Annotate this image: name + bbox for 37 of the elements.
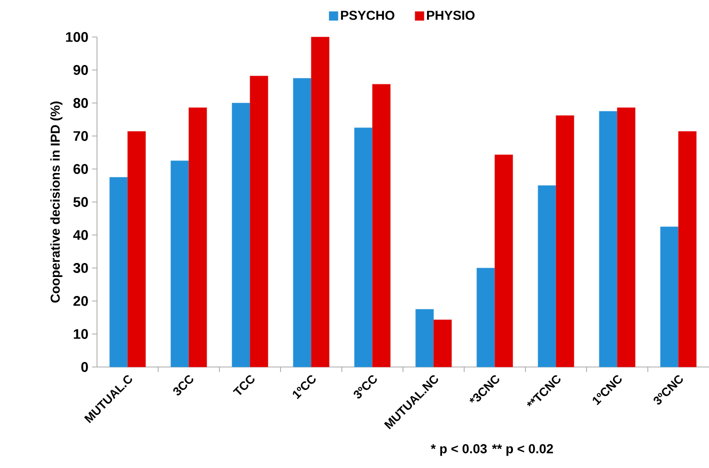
y-tick-label: 70 — [74, 131, 88, 141]
legend-label: PHYSIO — [427, 10, 475, 20]
bar — [494, 154, 513, 368]
bar — [170, 160, 189, 368]
y-tick-label: 10 — [74, 329, 88, 339]
bar — [109, 177, 128, 368]
y-tick-label: 90 — [73, 65, 88, 75]
bar — [476, 268, 495, 368]
bar — [354, 128, 373, 368]
bar — [232, 102, 250, 368]
bar — [433, 320, 452, 368]
bar — [599, 111, 618, 368]
bar — [415, 309, 434, 368]
bar — [617, 107, 636, 368]
legend-label: PSYCHO — [341, 10, 394, 20]
bar — [660, 226, 679, 368]
y-tick-label: 60 — [73, 164, 88, 174]
y-tick-label: 50 — [73, 197, 88, 207]
text: ** p < 0.02 — [492, 444, 553, 456]
y-tick-label: 40 — [73, 230, 88, 240]
bar — [250, 76, 268, 368]
y-axis-title: Cooperative decisions in IPD (%) — [50, 102, 62, 303]
bar — [538, 185, 556, 368]
bar — [556, 115, 574, 368]
y-tick-label: 30 — [73, 263, 88, 273]
bar — [372, 84, 391, 368]
x-tick-label: TCC — [232, 375, 254, 395]
text: * p < 0.03 — [430, 444, 487, 456]
bar — [311, 36, 330, 368]
bar — [678, 131, 697, 368]
bar — [127, 131, 146, 368]
y-tick-label: 80 — [73, 98, 88, 108]
y-tick-label: 20 — [73, 296, 88, 306]
y-tick-label: 100 — [66, 32, 88, 42]
bar — [293, 78, 312, 368]
y-tick-label: 0 — [81, 362, 88, 372]
bar — [188, 107, 207, 368]
